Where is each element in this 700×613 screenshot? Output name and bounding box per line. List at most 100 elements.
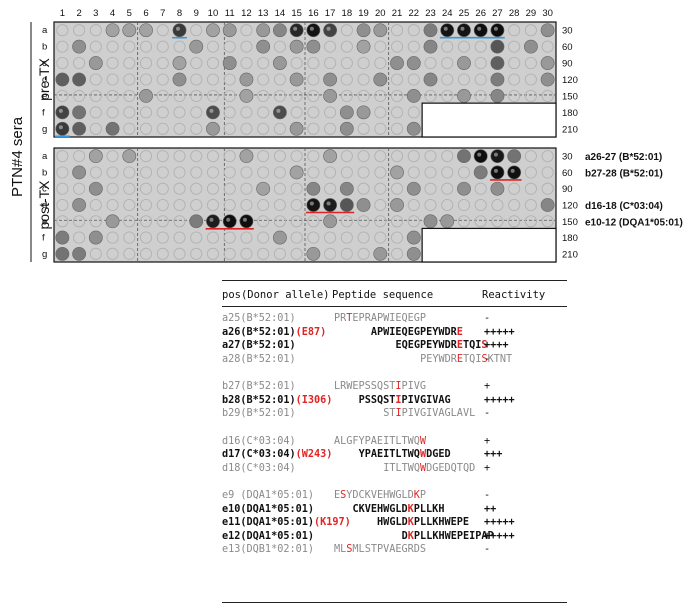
blot-spot (541, 150, 554, 163)
blot-spot (123, 215, 136, 228)
blot-spot (441, 89, 454, 102)
blot-spot (340, 150, 353, 163)
blot-spot (457, 181, 471, 196)
blot-spot (508, 182, 521, 195)
blot-spot (256, 39, 271, 54)
blot-spot (56, 57, 69, 70)
blot-spot (56, 89, 69, 102)
row-letter: b (42, 167, 47, 178)
blot-spot (73, 24, 86, 37)
blot-spot (357, 122, 370, 135)
row-number: 30 (562, 152, 573, 163)
blot-spot (173, 215, 186, 228)
blot-spot (206, 247, 220, 260)
blot-spot (56, 215, 69, 228)
peptide-position: a27(B*52:01) (222, 340, 296, 351)
blot-spot (374, 40, 387, 53)
column-number: 22 (408, 8, 419, 19)
blot-spot (374, 231, 387, 244)
peptide-row: a26(B*52:01)(E87) APWIEQEGPEYWDRE +++++ (222, 326, 567, 340)
blot-spot (173, 166, 186, 179)
peptide-sequence: APWIEQEGPEYWDRE (370, 326, 463, 338)
blot-spot (190, 198, 203, 212)
column-number: 10 (208, 8, 219, 19)
blot-spot (424, 89, 437, 102)
blot-spot (339, 105, 354, 120)
peptide-sequence: PSSQSTIPIVGIVAG (358, 394, 451, 406)
column-number: 21 (392, 8, 403, 19)
blot-spot (289, 121, 304, 136)
peptide-sequence: CKVEHWGLDKPLLKH (352, 503, 445, 515)
blot-spot-highlight (477, 26, 482, 31)
column-number: 24 (442, 8, 453, 19)
blot-spot (89, 73, 102, 86)
blot-spot (407, 198, 420, 212)
blot-spot (508, 198, 521, 212)
row-number: 60 (562, 42, 573, 53)
reactivity-score: +++++ (484, 326, 515, 338)
blot-spot (272, 56, 287, 70)
peptide-sequence: PRTEPRAPWIEQEGP (334, 313, 427, 324)
blot-spot (88, 230, 103, 245)
blot-spot (340, 57, 353, 70)
blot-spot (206, 150, 220, 163)
row-letter: g (42, 124, 47, 135)
blot-spot (290, 89, 303, 102)
blot-spot-highlight (209, 108, 214, 113)
row-number: 90 (562, 184, 573, 195)
peptide-sequence: LRWEPSSQSTIPIVG (334, 381, 427, 392)
blot-spot (139, 106, 153, 119)
blot-spot (323, 89, 337, 103)
blot-spot-highlight (276, 108, 281, 113)
blot-spot (173, 231, 186, 244)
blot-spot (56, 198, 69, 212)
reactivity-score: - (484, 544, 491, 555)
peptide-row: a25(B*52:01) PRTEPRAPWIEQEGP - (222, 312, 567, 326)
blot-spot (206, 89, 220, 102)
blot-spot (123, 89, 136, 102)
blot-spot-highlight (58, 108, 63, 113)
blot-spot (290, 57, 303, 70)
peptide-sequence: EQEGPEYWDRETQIS (395, 340, 488, 351)
blot-spot (190, 247, 203, 260)
blot-spot (406, 121, 421, 136)
row-letter: d (42, 200, 47, 211)
blot-spot (390, 247, 404, 260)
blot-spot (240, 198, 253, 212)
blot-spot (273, 198, 286, 212)
blot-spot (106, 73, 119, 86)
blot-spot (156, 89, 169, 102)
blot-spot (223, 198, 236, 212)
blot-spot (156, 57, 169, 70)
blot-spot (290, 215, 303, 228)
blot-spot (340, 24, 353, 37)
blot-spot (390, 215, 404, 228)
blot-spot (524, 215, 537, 228)
blot-spot (123, 122, 136, 135)
row-letter: g (42, 249, 47, 260)
mismatch-label: (I306) (295, 394, 333, 406)
blot-spot (473, 149, 488, 164)
blot-spot-highlight (309, 26, 314, 31)
blot-spot (139, 198, 153, 212)
table-header-rule (222, 306, 567, 308)
blot-spot (139, 23, 153, 38)
row-letter: c (42, 58, 47, 69)
blot-spot (324, 247, 337, 260)
blot-spot (173, 247, 186, 260)
blot-spot (139, 247, 153, 260)
blot-spot (474, 198, 487, 212)
blot-spot (222, 214, 237, 229)
blot-spot (390, 40, 404, 53)
blot-spot (223, 166, 236, 179)
blot-spot (105, 23, 120, 38)
blot-spot (390, 198, 404, 212)
blot-spot (356, 105, 371, 120)
blot-spot (190, 106, 203, 119)
blot-spot (139, 73, 153, 86)
blot-spot (272, 105, 287, 120)
blot-spot (423, 214, 438, 229)
blot-spot (356, 23, 371, 38)
blot-spot (223, 73, 236, 86)
